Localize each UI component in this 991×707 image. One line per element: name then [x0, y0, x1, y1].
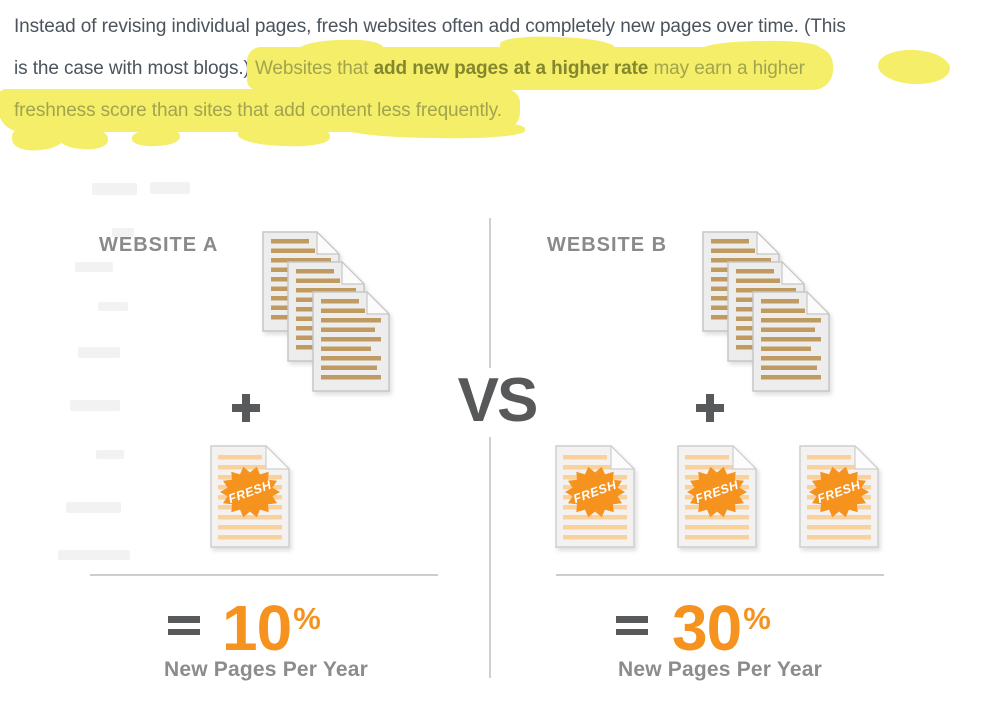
fresh-document-icon: [555, 445, 635, 548]
paragraph-line-1: Instead of revising individual pages, fr…: [14, 6, 991, 48]
percent-sign: %: [743, 601, 771, 636]
vertical-divider-bottom: [489, 437, 491, 678]
equals-icon: [616, 616, 648, 635]
website-a-document-stack: [262, 231, 392, 394]
highlighted-bold-segment: add new pages at a higher rate: [373, 58, 649, 79]
article-paragraph: Instead of revising individual pages, fr…: [0, 0, 991, 132]
website-b-title: WEBSITE B: [547, 234, 668, 256]
highlighted-text: freshness score than sites that add cont…: [0, 89, 520, 132]
plus-bar: [706, 394, 714, 422]
document-icon: [752, 291, 830, 392]
paragraph-text: is the case with most blogs.): [14, 58, 255, 79]
screenshot-smudge: [66, 502, 121, 513]
highlighted-text: Websites that add new pages at a higher …: [246, 47, 833, 90]
screenshot-smudge: [92, 183, 137, 195]
paragraph-text: Instead of revising individual pages, fr…: [14, 16, 846, 37]
website-b-divider: [556, 574, 884, 576]
paragraph-line-3: freshness score than sites that add cont…: [0, 89, 991, 132]
website-b-caption: New Pages Per Year: [617, 658, 822, 681]
screenshot-smudge: [112, 228, 134, 237]
equals-icon: [168, 616, 200, 635]
plus-icon: [232, 394, 260, 422]
fresh-document-icon: [210, 445, 290, 548]
equals-bar: [168, 616, 200, 623]
website-a-divider: [90, 574, 438, 576]
fresh-document-icon: [677, 445, 757, 548]
screenshot-smudge: [78, 347, 120, 358]
equals-bar: [616, 628, 648, 635]
vertical-divider-top: [489, 218, 491, 368]
website-b-document-stack: [702, 231, 832, 394]
paragraph-line-2: is the case with most blogs.) Websites t…: [14, 47, 991, 90]
screenshot-smudge: [96, 450, 124, 459]
percentage-value: 30: [672, 592, 742, 664]
screenshot-smudge: [70, 400, 120, 411]
equals-bar: [168, 628, 200, 635]
highlighted-segment: may earn a higher: [648, 58, 805, 79]
website-a-value: 10 %: [222, 592, 321, 664]
highlighted-segment: Websites that: [254, 58, 374, 79]
website-a-title: WEBSITE A: [99, 234, 219, 256]
plus-icon: [696, 394, 724, 422]
screenshot-smudge: [58, 550, 130, 560]
highlighted-segment: freshness score than sites that add cont…: [14, 100, 502, 121]
equals-bar: [616, 616, 648, 623]
screenshot-smudge: [98, 302, 128, 311]
website-a-caption: New Pages Per Year: [163, 658, 368, 681]
website-b-value: 30 %: [672, 592, 771, 664]
percent-sign: %: [293, 601, 321, 636]
screenshot-smudge: [150, 182, 190, 194]
vs-label: VS: [457, 366, 539, 435]
fresh-document-icon: [799, 445, 879, 548]
plus-bar: [242, 394, 250, 422]
screenshot-smudge: [75, 262, 113, 272]
percentage-value: 10: [222, 592, 292, 664]
document-icon: [312, 291, 390, 392]
